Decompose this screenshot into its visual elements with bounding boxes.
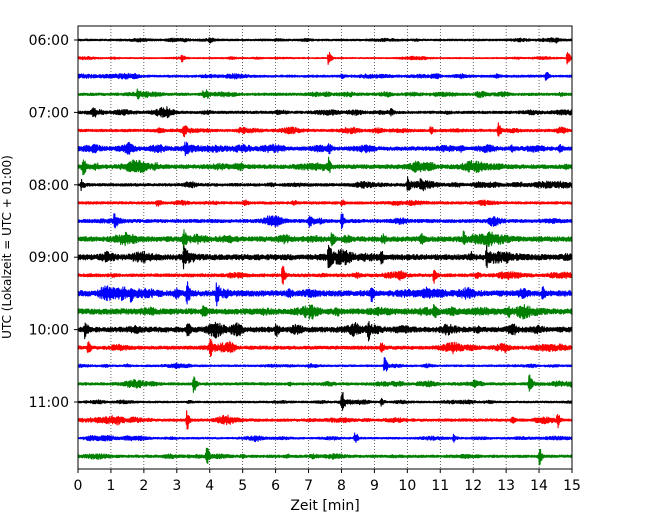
trace-line [77,244,573,270]
x-tick-label: 11 [431,478,449,494]
trace-line [77,265,573,285]
trace-line [77,176,573,192]
trace-line [77,213,573,230]
trace-line [77,447,573,466]
trace-line [77,71,573,81]
trace-line [77,320,573,342]
x-axis-label: Zeit [min] [290,498,359,514]
trace-line [77,122,573,138]
trace-line [77,357,573,372]
x-tick-label: 1 [106,478,115,494]
y-tick-label: 08:00 [29,178,69,194]
trace-line [77,374,573,393]
x-axis-ticks: 0 1 2 3 4 5 6 7 8 9 10 11 12 13 14 15 [74,469,581,494]
y-axis-ticks: 06:00 07:00 08:00 09:00 10:00 11:00 [29,33,78,411]
x-tick-label: 10 [398,478,416,494]
trace-line [77,281,573,307]
x-tick-label: 5 [238,478,247,494]
x-tick-label: 12 [464,478,482,494]
trace-line [77,141,573,157]
trace-line [77,156,573,176]
y-tick-label: 09:00 [29,250,69,266]
x-tick-label: 14 [530,478,548,494]
y-tick-label: 06:00 [29,33,69,49]
x-tick-label: 8 [337,478,346,494]
plot-frame [77,25,573,470]
y-tick-label: 11:00 [29,395,69,411]
x-tick-label: 4 [205,478,214,494]
trace-line [77,432,573,443]
trace-line [77,391,573,411]
vertical-gridlines [110,26,540,469]
x-tick-label: 13 [497,478,515,494]
trace-line [77,229,573,251]
trace-line [77,51,573,66]
x-tick-label: 6 [271,478,280,494]
y-tick-label: 10:00 [29,323,69,339]
trace-line [77,37,573,44]
x-tick-label: 2 [139,478,148,494]
y-tick-label: 07:00 [29,105,69,121]
x-tick-label: 3 [172,478,181,494]
x-tick-label: 0 [74,478,83,494]
trace-line [77,303,573,320]
x-tick-label: 7 [304,478,313,494]
seismogram-traces [77,37,573,466]
trace-line [77,338,573,357]
x-tick-label: 9 [370,478,379,494]
trace-line [77,88,573,100]
trace-line [77,106,573,119]
y-axis-label: UTC (Lokalzeit = UTC + 01:00) [0,155,14,339]
trace-line [77,199,573,207]
x-tick-label: 15 [563,478,581,494]
trace-line [77,410,573,430]
